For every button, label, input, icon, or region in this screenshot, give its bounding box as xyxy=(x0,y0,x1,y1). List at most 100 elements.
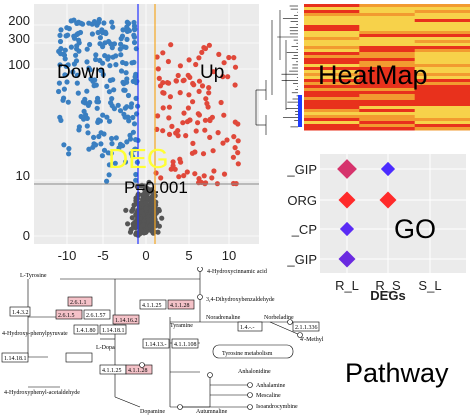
heatmap-cell xyxy=(304,118,360,122)
data-point xyxy=(124,36,130,43)
data-point xyxy=(65,99,71,105)
data-point xyxy=(190,99,196,105)
heatmap-cell xyxy=(304,13,360,17)
data-point xyxy=(147,223,153,229)
data-point xyxy=(106,38,112,45)
data-point xyxy=(102,53,108,59)
data-point xyxy=(123,44,129,51)
heatmap-cell xyxy=(304,10,360,14)
data-point xyxy=(186,92,192,98)
heatmap-cell xyxy=(414,4,470,8)
data-point xyxy=(110,54,116,60)
data-point xyxy=(125,221,131,227)
data-point xyxy=(108,150,114,156)
heatmap-cell xyxy=(414,49,470,53)
heatmap-cell xyxy=(359,28,416,32)
data-point xyxy=(117,46,123,52)
cluster-bar xyxy=(298,95,302,127)
data-point xyxy=(132,27,138,33)
data-point xyxy=(130,154,136,160)
heatmap-cell xyxy=(414,25,470,29)
heatmap-cell xyxy=(304,25,360,29)
heatmap-cell xyxy=(359,97,416,101)
heatmap-cell xyxy=(414,28,470,32)
data-point xyxy=(64,25,70,31)
data-point xyxy=(161,90,167,96)
data-point xyxy=(180,120,186,126)
data-point xyxy=(122,159,129,165)
heatmap-cell xyxy=(359,85,416,89)
enzyme-label: 1.14.16.2 xyxy=(115,318,138,324)
heatmap-cell xyxy=(359,109,416,113)
heatmap-cell xyxy=(359,37,416,41)
heatmap-cell xyxy=(414,100,470,104)
data-point xyxy=(215,130,221,136)
data-point xyxy=(111,41,118,47)
data-point xyxy=(117,108,124,114)
go-term-label: _GIP xyxy=(286,162,317,177)
data-point xyxy=(138,227,144,234)
heatmap-cell xyxy=(359,4,416,8)
compound-label: Isoandrocymbine xyxy=(256,404,298,410)
data-point xyxy=(71,61,77,67)
data-point xyxy=(130,206,136,212)
data-point xyxy=(57,62,63,68)
data-point xyxy=(112,160,118,166)
compound-label: Dopamine xyxy=(140,409,165,415)
data-point xyxy=(95,29,101,36)
heatmap-cell xyxy=(359,16,416,20)
data-point xyxy=(123,61,129,67)
data-point xyxy=(221,60,227,66)
heatmap-cell xyxy=(414,115,470,119)
data-point xyxy=(205,104,211,110)
heatmap-cell xyxy=(304,64,360,68)
data-point xyxy=(169,123,175,129)
compound-label: Norbeladine xyxy=(264,315,294,321)
data-point xyxy=(84,88,90,94)
enzyme-label: 2.6.1.57 xyxy=(86,313,106,319)
data-point xyxy=(89,31,95,37)
heatmap-cell xyxy=(414,52,470,56)
data-point xyxy=(230,154,236,160)
pathway-link-label[interactable]: Tyrosine metabolism xyxy=(222,351,273,357)
heatmap-cell xyxy=(304,58,360,62)
go-column-label: R_S xyxy=(375,278,401,293)
data-point xyxy=(104,83,110,89)
data-point xyxy=(206,42,212,48)
data-point xyxy=(118,68,125,74)
data-point xyxy=(74,46,80,52)
data-point xyxy=(196,180,202,186)
heatmap-cell xyxy=(304,88,360,92)
heatmap-cell xyxy=(414,64,470,68)
enzyme-label: 4.1.1.28 xyxy=(128,368,148,374)
data-point xyxy=(226,54,232,61)
data-point xyxy=(232,145,238,151)
heatmap-cell xyxy=(359,52,416,56)
data-point xyxy=(107,63,113,69)
heatmap-cell xyxy=(359,22,416,26)
data-point xyxy=(141,192,147,198)
x-tick: 5 xyxy=(185,248,192,263)
data-point xyxy=(221,171,228,177)
data-point xyxy=(66,146,72,152)
data-point xyxy=(143,205,149,211)
heatmap-cell xyxy=(414,118,470,122)
heatmap-cell xyxy=(359,55,416,59)
data-point xyxy=(99,28,105,34)
data-point xyxy=(90,144,96,150)
enzyme-label: 2.6.1.5 xyxy=(58,313,75,319)
heatmap-cell xyxy=(359,43,416,47)
data-point xyxy=(159,215,165,221)
data-point xyxy=(131,23,138,29)
heatmap-cell xyxy=(414,43,470,47)
heatmap-cell xyxy=(359,79,416,83)
compound-label: 3,4-Dihydroxybenzaldehyde xyxy=(206,297,275,303)
data-point xyxy=(209,175,215,181)
heatmap-cell xyxy=(359,73,416,77)
data-point xyxy=(75,90,81,96)
data-point xyxy=(125,27,131,33)
data-point xyxy=(109,141,115,147)
data-point xyxy=(149,198,156,204)
heatmap-cell xyxy=(414,37,470,41)
heatmap-cell xyxy=(359,10,416,14)
